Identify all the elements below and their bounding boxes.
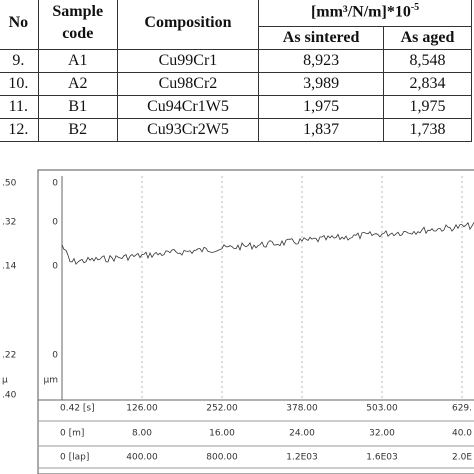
x-axis-label: 800.00	[206, 453, 238, 463]
figure-frame	[37, 169, 474, 474]
table-row: 11. B1 Cu94Cr1W5 1,975 1,975	[0, 95, 472, 119]
wear-table: No Sample code Composition [mm³/N/m]*10-…	[0, 0, 472, 142]
header-cell: No	[0, 0, 39, 50]
table-row: 9. A1 Cu99Cr1 8,923 8,548	[0, 49, 472, 73]
x-axis-label: 8.00	[132, 429, 152, 439]
table-cell: 1,975	[258, 95, 384, 119]
left-label: .50	[2, 179, 17, 189]
header-cell: Sample code	[37, 0, 118, 50]
table-cell: 1,975	[383, 95, 472, 119]
table-cell: 10.	[0, 72, 39, 96]
x-axis-label: 24.00	[289, 429, 315, 439]
table-body: 9. A1 Cu99Cr1 8,923 8,548 10. A2 Cu98Cr2 3,989 2,…	[0, 49, 472, 142]
x-axis-label: 252.00	[206, 404, 238, 414]
x-axis-label: 0.42 [s]	[60, 404, 95, 414]
x-axis-label: 400.00	[126, 453, 158, 463]
x-axis-label: 40.0	[452, 429, 472, 439]
inner-label: 0	[52, 262, 58, 272]
unit-text: [mm³/N/m]*10	[310, 3, 411, 21]
left-label: .14	[2, 262, 17, 272]
table-cell: A1	[37, 49, 118, 73]
x-axis-label: 2.0E	[452, 453, 472, 463]
x-axis-label: 126.00	[126, 404, 158, 414]
header-cell: As sintered	[258, 26, 384, 50]
table-cell: 12.	[0, 118, 39, 142]
inner-label: 0	[52, 218, 58, 228]
inner-label: 0	[52, 179, 58, 189]
table-cell: 1,738	[383, 118, 472, 142]
table-row: 10. A2 Cu98Cr2 3,989 2,834	[0, 72, 472, 96]
table-row: 12. B2 Cu93Cr2W5 1,837 1,738	[0, 118, 472, 142]
table-cell: Cu99Cr1	[116, 49, 260, 73]
x-axis-label: 629.	[452, 404, 472, 414]
left-label: .40	[2, 391, 17, 401]
left-label: .32	[2, 218, 16, 228]
trace	[61, 221, 474, 265]
x-axis-label: 16.00	[209, 429, 235, 439]
x-axis-label: 0 [lap]	[60, 453, 89, 463]
x-axis-label: 1.6E03	[366, 453, 397, 463]
table-cell: 8,548	[383, 49, 472, 73]
table-cell: Cu98Cr2	[116, 72, 260, 96]
table-cell: Cu93Cr2W5	[116, 118, 260, 142]
unit-exponent: -5	[410, 1, 420, 13]
header-cell: As aged	[383, 26, 472, 50]
x-axis-label: 1.2E03	[286, 453, 317, 463]
left-label: .22	[2, 351, 16, 361]
x-axis-label: 0 [m]	[60, 429, 84, 439]
table-cell: 8,923	[258, 49, 384, 73]
header-cell: Composition	[116, 0, 260, 50]
table-cell: 9.	[0, 49, 39, 73]
x-axis-label: 378.00	[286, 404, 318, 414]
inner-label: 0	[52, 351, 58, 361]
inner-label: μm	[44, 376, 59, 386]
x-axis-label: 32.00	[369, 429, 395, 439]
left-label: μ	[2, 376, 8, 386]
x-axis-label: 503.00	[366, 404, 398, 414]
header-cell: [mm³/N/m]*10-5	[258, 0, 472, 27]
